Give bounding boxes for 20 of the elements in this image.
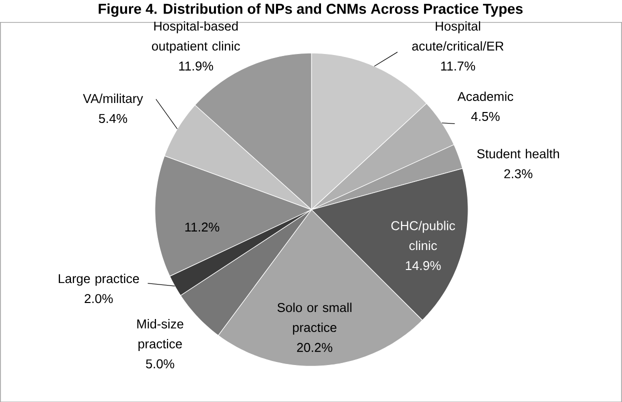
data-label: 11.9% [179,61,214,70]
slice-label: Solo or small practice [277,302,352,334]
data-label: 11.7% [441,61,476,70]
slice-label: Hospital acute/critical/ER [412,21,504,50]
chart-title: Figure 4. Distribution of NPs and CNMs Across Practice Types [98,3,523,17]
data-label: 14.9% [406,260,441,270]
data-label: 5.4% [98,114,128,123]
data-label: 5.0% [146,359,174,368]
data-label: 11.2% [185,222,220,232]
data-label: 2.3% [504,169,532,178]
slice-label: Large practice [58,274,139,286]
slice-label: CHC/public clinic [391,220,456,250]
slice-label: VA/military [82,93,144,106]
data-label: 20.2% [297,342,332,352]
data-label: 2.0% [84,294,113,303]
slice-label: Hospital-based outpatient clinic [152,21,240,53]
slice-label: Mid-size practice [137,318,184,351]
slice-label: Student health [477,148,559,158]
data-label: 4.5% [471,112,500,121]
slice-label: Academic [457,91,514,101]
